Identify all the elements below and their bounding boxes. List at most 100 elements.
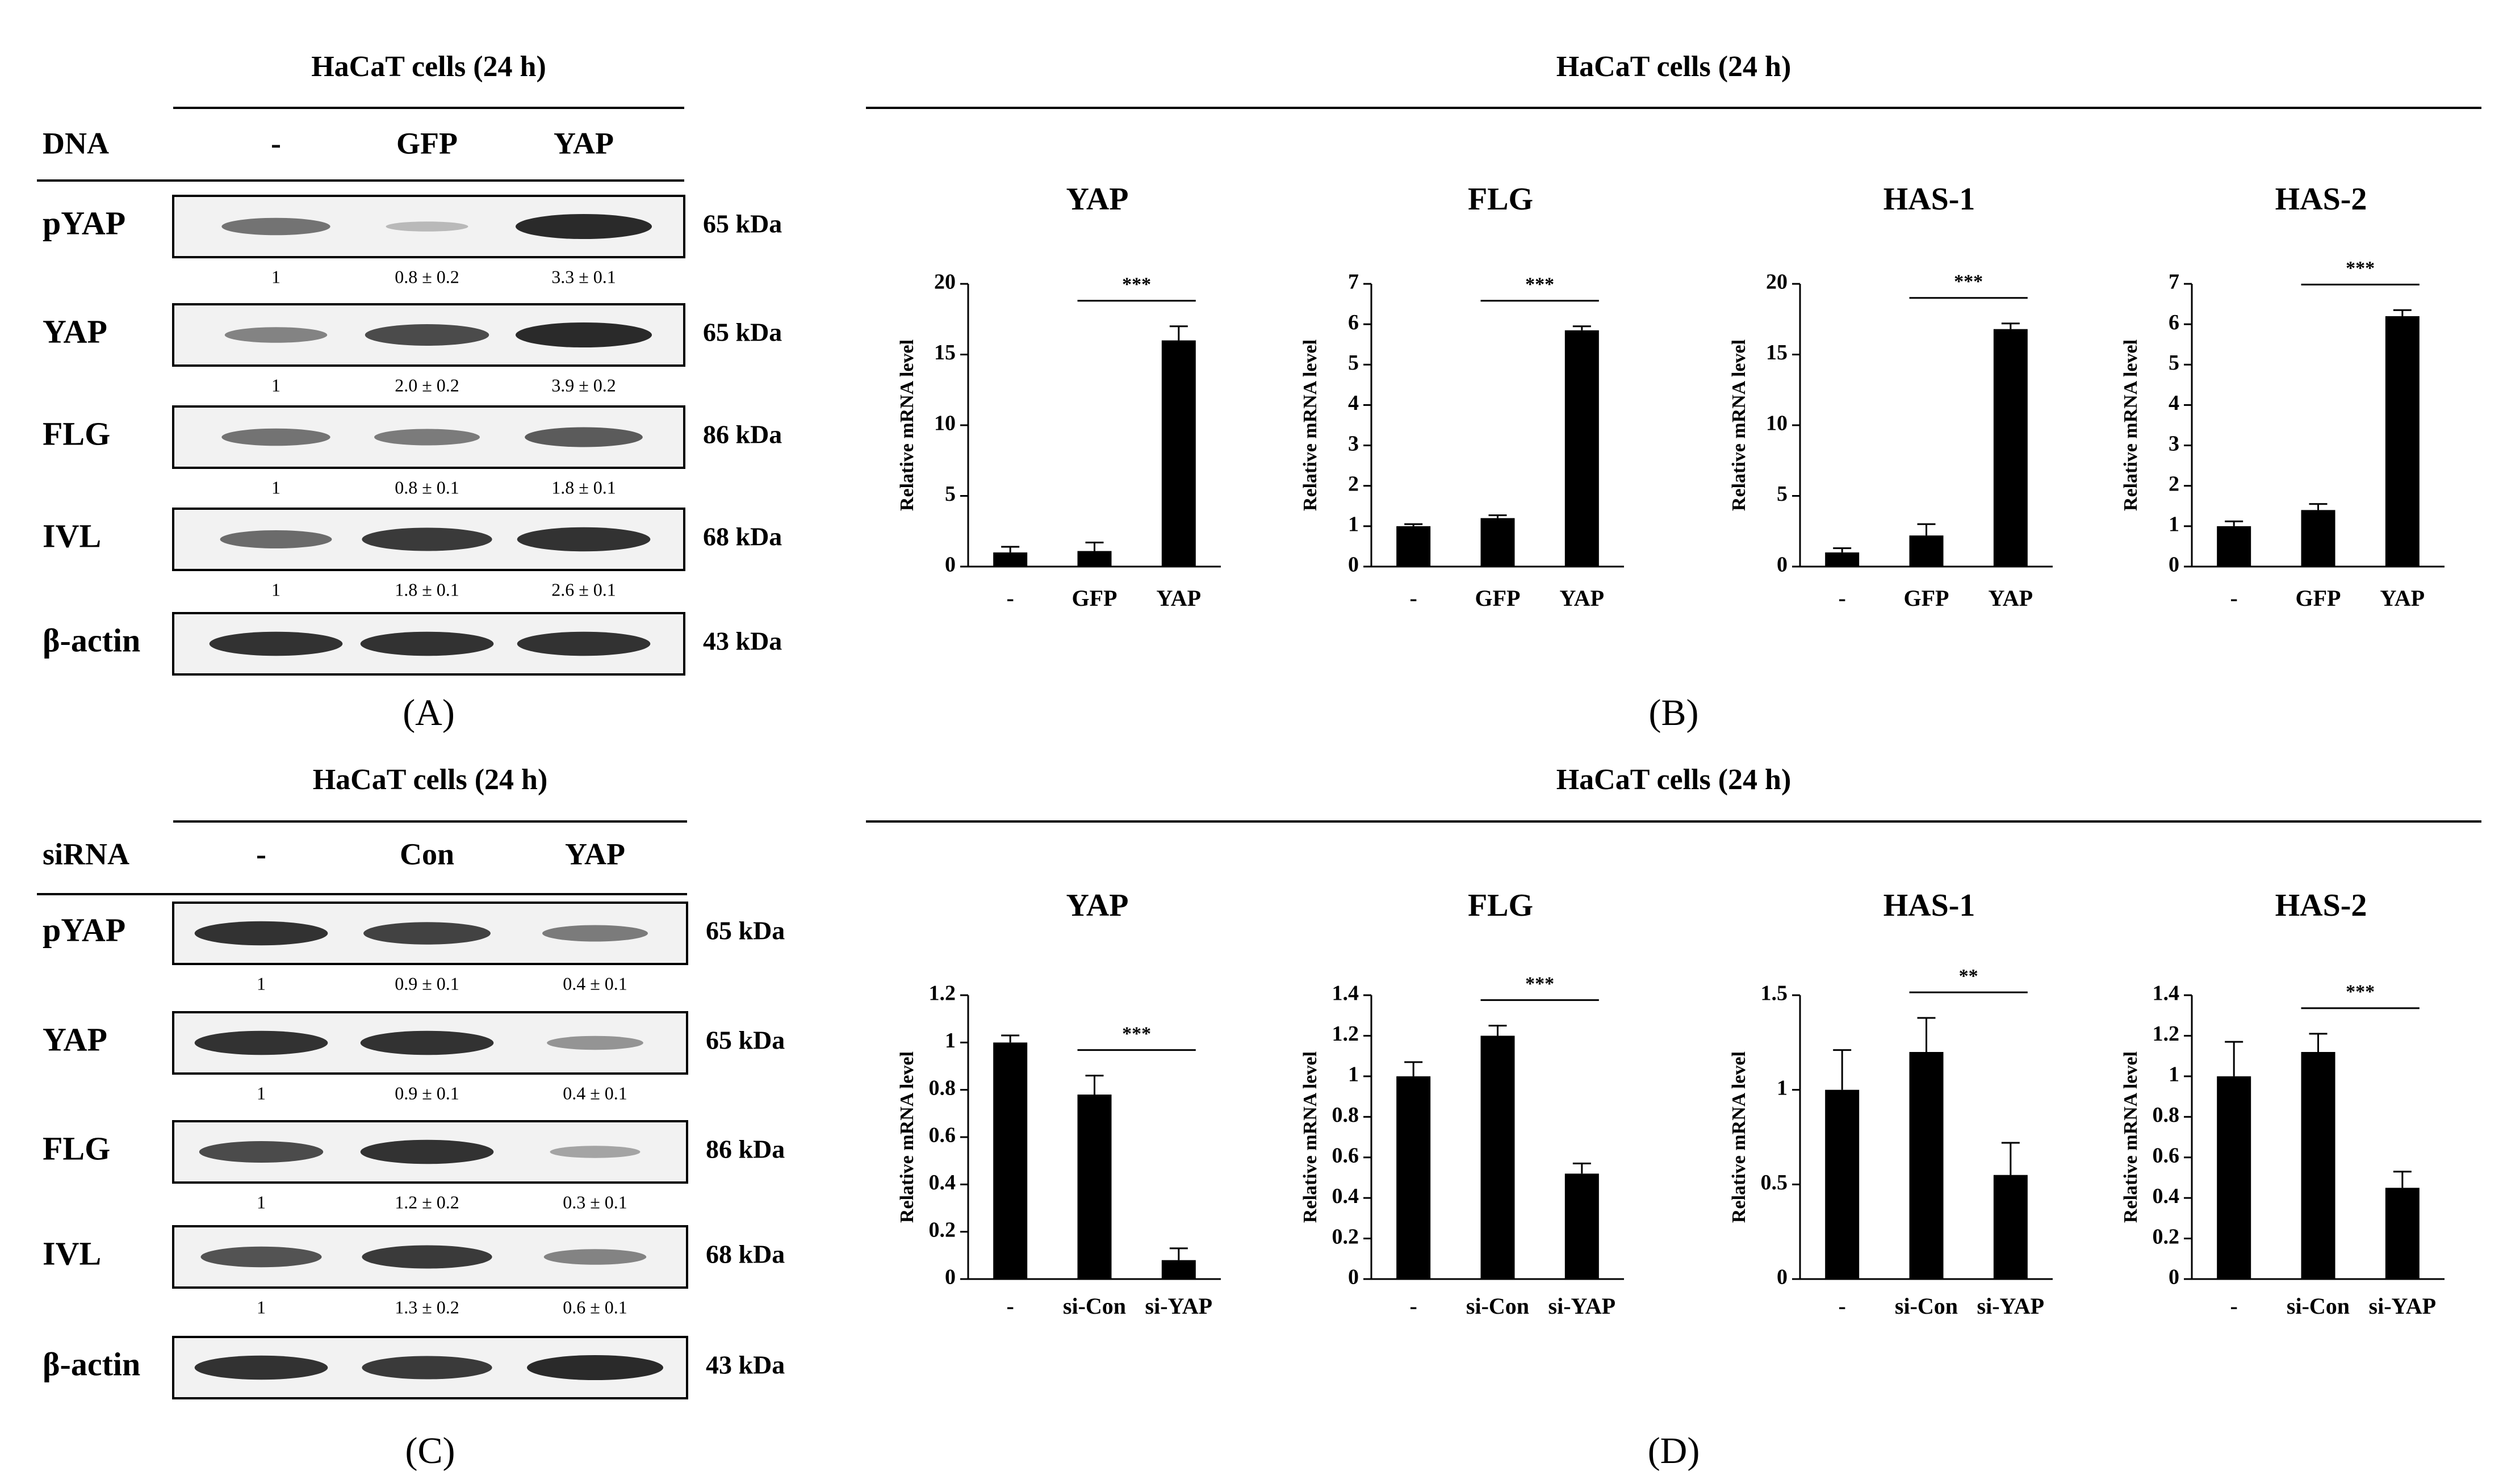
bar [2217,526,2251,567]
bar-panel-B: HaCaT cells (24 h) (B) [866,51,2481,733]
y-tick-label: 0 [2169,553,2179,577]
y-tick-label: 0 [945,553,956,577]
y-tick-label: 1.4 [2153,982,2180,1005]
y-tick-label: 0.2 [1332,1225,1359,1248]
bar [1161,1260,1196,1279]
x-category-label: si-Con [1466,1293,1529,1319]
y-tick-label: 0 [945,1265,956,1289]
wb-blot-label: IVL [43,1235,101,1272]
wb-blot-label: β-actin [43,1345,140,1382]
wb-band [386,221,468,232]
y-axis-label: Relative mRNA level [1728,339,1749,511]
chart-title: HAS-1 [1883,182,1975,217]
wb-band [200,1246,322,1268]
significance-stars: *** [1954,271,1983,292]
wb-band [224,327,328,343]
wb-kda-label: 43 kDa [706,1351,785,1380]
wb-quant-value: 1 [271,477,281,497]
y-tick-label: 20 [1766,270,1788,294]
y-tick-label: 1 [1348,1063,1359,1087]
y-tick-label: 4 [1348,391,1359,415]
wb-band [199,1141,324,1163]
wb-quant-value: 0.4 ± 0.1 [563,1083,627,1103]
x-category-label: YAP [2380,585,2425,611]
y-tick-label: 0.2 [2153,1225,2180,1248]
wb-quant-value: 3.9 ± 0.2 [551,375,616,395]
wb-kda-label: 65 kDa [706,916,785,945]
y-tick-label: 3 [2169,431,2179,455]
wb-title: HaCaT cells (24 h) [313,764,548,796]
y-tick-label: 0.8 [1332,1103,1359,1127]
x-category-label: si-YAP [1548,1293,1616,1319]
wb-blot-label: YAP [43,1021,107,1058]
significance-stars: *** [1122,1023,1151,1044]
y-tick-label: 15 [1766,341,1788,364]
y-tick-label: 6 [2169,311,2179,334]
y-tick-label: 5 [945,482,956,506]
x-category-label: - [1007,1293,1014,1319]
x-category-label: GFP [2296,585,2341,611]
bar-panel-title: HaCaT cells (24 h) [1556,764,1792,796]
bar [2301,1052,2335,1279]
y-tick-label: 1 [945,1029,956,1053]
y-tick-label: 1.2 [929,982,956,1005]
wb-quant-value: 1 [257,973,266,993]
y-tick-label: 5 [1348,351,1359,375]
significance-stars: ** [1959,966,1978,987]
y-axis-label: Relative mRNA level [1300,339,1321,511]
wb-quant-value: 1 [257,1192,266,1212]
y-tick-label: 0.4 [2153,1184,2180,1208]
x-category-label: - [2230,585,2238,611]
wb-column-label: - [256,837,266,871]
y-axis-label: Relative mRNA level [897,1051,918,1223]
bar [2385,1188,2420,1279]
wb-blot-label: pYAP [43,204,125,241]
western-blot-panel-C: HaCaT cells (24 h) siRNA - Con YAP pYAP 65 kDa… [37,764,785,1472]
wb-quant-value: 1 [257,1083,266,1103]
bar [993,1042,1028,1279]
wb-band [543,1249,647,1265]
y-tick-label: 0 [1777,553,1788,577]
wb-band [360,1030,494,1055]
wb-band [194,921,328,946]
y-tick-label: 0 [2169,1265,2179,1289]
wb-quant-value: 2.0 ± 0.2 [395,375,459,395]
bar [1909,535,1944,567]
y-tick-label: 15 [934,341,956,364]
x-category-label: si-YAP [1145,1293,1213,1319]
y-tick-label: 0.8 [929,1076,956,1100]
y-tick-label: 3 [1348,431,1359,455]
x-category-label: GFP [1475,585,1521,611]
wb-quant-value: 0.9 ± 0.1 [395,1083,459,1103]
chart-title: HAS-1 [1883,888,1975,923]
bar [1077,551,1112,567]
wb-quant-value: 0.4 ± 0.1 [563,973,627,993]
y-tick-label: 10 [934,412,956,435]
wb-band [194,1030,328,1055]
wb-quant-value: 1 [257,1297,266,1317]
y-axis-label: Relative mRNA level [2120,339,2141,511]
wb-band [374,429,480,446]
bar-chart-B-YAP: YAP Relative mRNA level 0 5 10 15 20 - GFP YAP *** [897,182,1221,611]
y-tick-label: 7 [1348,270,1359,294]
wb-column-label: Con [400,837,454,871]
bar-chart-D-HAS-2: HAS-2 Relative mRNA level 0 0.2 0.4 0.6 0.8 1 1.… [2120,888,2445,1319]
wb-quant-value: 1 [271,579,281,600]
wb-band [221,217,330,236]
wb-quant-value: 3.3 ± 0.1 [551,266,616,287]
wb-band [517,527,651,552]
y-tick-label: 5 [2169,351,2179,375]
y-tick-label: 2 [2169,472,2179,496]
x-category-label: YAP [1560,585,1605,611]
y-tick-label: 1.4 [1332,982,1359,1005]
bar [2217,1076,2251,1279]
y-tick-label: 0 [1348,553,1359,577]
wb-blot-label: pYAP [43,911,125,948]
significance-stars: *** [1122,274,1151,295]
wb-quant-value: 0.8 ± 0.1 [395,477,459,497]
wb-band [550,1146,641,1158]
wb-band [547,1036,643,1050]
wb-blot-label: FLG [43,415,110,452]
x-category-label: si-YAP [1977,1293,2045,1319]
panel-label: (C) [405,1430,455,1472]
